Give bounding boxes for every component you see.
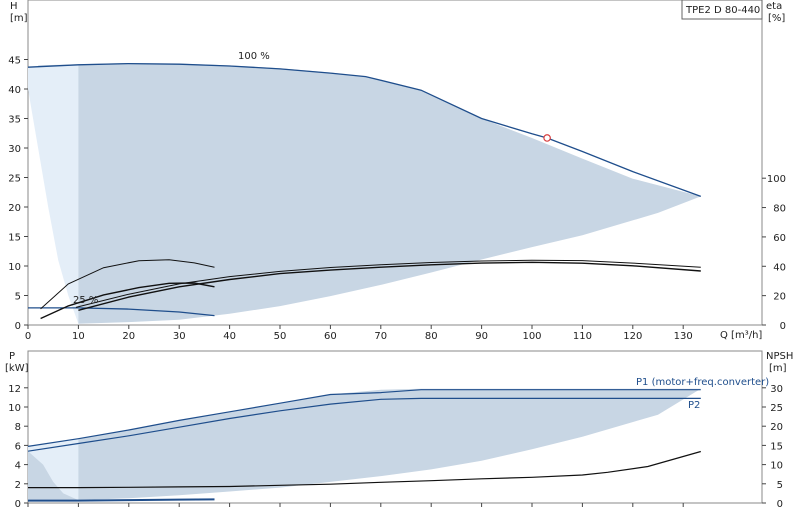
- y-tick-label: 25: [8, 174, 21, 185]
- p-tick-label: 2: [15, 480, 21, 491]
- top-series-line-2: [40, 259, 215, 310]
- p-tick-label: 4: [15, 461, 21, 472]
- p-tick-label: 10: [8, 403, 21, 414]
- npsh-tick-label: 5: [777, 480, 783, 491]
- annotation-100pct: 100 %: [238, 51, 270, 62]
- top-series-line-1: [28, 307, 215, 317]
- x-tick-label: 90: [475, 331, 488, 342]
- p-tick-label: 6: [15, 441, 21, 452]
- bottom-series-line-3: [28, 450, 701, 489]
- y-tick-label: 5: [15, 292, 21, 303]
- p-tick-label: 8: [15, 422, 21, 433]
- top-x-label: Q [m³/h]: [720, 330, 762, 341]
- y2-tick-label: 0: [780, 321, 786, 332]
- y-tick-label: 15: [8, 233, 21, 244]
- y-tick-label: 40: [8, 85, 21, 96]
- y-tick-label: 35: [8, 115, 21, 126]
- y-tick-label: 0: [15, 321, 21, 332]
- top-operating-region: [38, 63, 701, 324]
- top-y-label-m: [m]: [10, 13, 28, 24]
- npsh-tick-label: 20: [770, 422, 783, 433]
- npsh-tick-label: 10: [770, 461, 783, 472]
- npsh-tick-label: 0: [777, 499, 783, 510]
- x-tick-label: 60: [324, 331, 337, 342]
- p-tick-label: 0: [15, 499, 21, 510]
- x-tick-label: 40: [223, 331, 236, 342]
- y-tick-label: 10: [8, 262, 21, 273]
- x-tick-label: 120: [623, 331, 642, 342]
- x-tick-label: 50: [274, 331, 287, 342]
- x-tick-label: 0: [25, 331, 31, 342]
- top-y2-label-eta: eta: [766, 1, 782, 12]
- npsh-tick-label: 25: [770, 403, 783, 414]
- bottom-operating-region: [28, 388, 701, 501]
- title-box: [681, 0, 763, 20]
- chart-title: TPE2 D 80-440: [685, 5, 760, 16]
- y-tick-label: 20: [8, 203, 21, 214]
- bottom-y-label-p: P: [9, 351, 15, 362]
- bottom-y-label-kw: [kW]: [5, 363, 29, 374]
- x-tick-label: 20: [122, 331, 135, 342]
- top-light-region: [28, 64, 79, 324]
- top-y2-label-pct: [%]: [768, 13, 785, 24]
- x-tick-label: 10: [72, 331, 85, 342]
- y2-tick-label: 60: [773, 233, 786, 244]
- legend-p2: P2: [688, 400, 700, 411]
- npsh-tick-label: 15: [770, 441, 783, 452]
- x-tick-label: 80: [425, 331, 438, 342]
- npsh-tick-label: 30: [770, 384, 783, 395]
- bottom-light-region: [28, 438, 79, 501]
- bottom-series-line-0: [27, 389, 701, 447]
- bottom-series-line-1: [27, 397, 701, 452]
- x-tick-label: 30: [173, 331, 186, 342]
- p-tick-label: 12: [8, 384, 21, 395]
- x-tick-label: 110: [573, 331, 592, 342]
- bottom-y2-label-m: [m]: [769, 363, 787, 374]
- y-tick-label: 45: [8, 56, 21, 67]
- top-y-label-h: H: [10, 1, 18, 12]
- bottom-y2-label-npsh: NPSH: [766, 351, 793, 362]
- x-tick-label: 130: [674, 331, 693, 342]
- x-tick-label: 70: [374, 331, 387, 342]
- top-series-line-0: [27, 62, 702, 198]
- y2-tick-label: 100: [767, 174, 786, 185]
- x-tick-label: 100: [522, 331, 541, 342]
- top-series-line-4: [75, 259, 701, 308]
- annotation-25pct: 25 %: [73, 295, 98, 306]
- y2-tick-label: 40: [773, 262, 786, 273]
- y2-tick-label: 80: [773, 204, 786, 215]
- operating-point-marker: [543, 134, 551, 142]
- y2-tick-label: 20: [773, 292, 786, 303]
- top-series-line-3: [40, 282, 215, 320]
- bottom-series-line-2: [28, 498, 215, 502]
- legend-p1: P1 (motor+freq.converter): [636, 377, 769, 388]
- top-series-line-5: [78, 261, 701, 311]
- y-tick-label: 30: [8, 144, 21, 155]
